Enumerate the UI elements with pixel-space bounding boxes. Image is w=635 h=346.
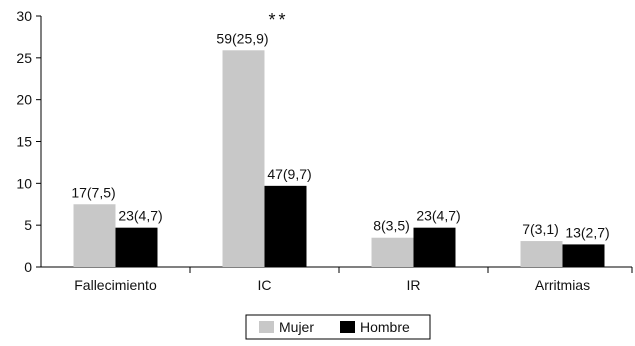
x-tick-label: IC [258, 277, 272, 293]
y-tick-label: 20 [16, 92, 32, 108]
data-label-hombre: 13(2,7) [565, 224, 609, 240]
significance-annotation: ** [268, 10, 288, 30]
y-tick-label: 5 [24, 217, 32, 233]
data-label-mujer: 59(25,9) [216, 30, 268, 46]
y-tick-label: 25 [16, 50, 32, 66]
data-label-mujer: 17(7,5) [71, 184, 115, 200]
y-tick-label: 15 [16, 134, 32, 150]
bar-mujer [520, 241, 563, 267]
y-tick-label: 30 [16, 8, 32, 24]
data-label-mujer: 7(3,1) [522, 221, 559, 237]
bar-mujer [371, 237, 414, 267]
x-tick-label: Arritmias [535, 277, 590, 293]
bar-mujer [73, 204, 116, 267]
bar-hombre [264, 185, 307, 267]
legend-label-mujer: Mujer [279, 319, 314, 335]
legend-box [245, 314, 431, 340]
bar-mujer [222, 50, 265, 268]
legend-label-hombre: Hombre [360, 319, 410, 335]
bar-hombre [413, 227, 456, 267]
x-tick-label: IR [407, 277, 421, 293]
y-tick-label: 10 [16, 175, 32, 191]
data-label-hombre: 23(4,7) [118, 208, 162, 224]
legend-swatch-hombre [340, 321, 355, 333]
data-label-mujer: 8(3,5) [373, 218, 410, 234]
bar-hombre [562, 244, 605, 267]
data-label-hombre: 23(4,7) [416, 208, 460, 224]
y-tick-label: 0 [24, 259, 32, 275]
x-tick-label: Fallecimiento [74, 277, 157, 293]
data-label-hombre: 47(9,7) [267, 166, 311, 182]
bar-hombre [115, 227, 158, 267]
legend-swatch-mujer [259, 321, 274, 333]
